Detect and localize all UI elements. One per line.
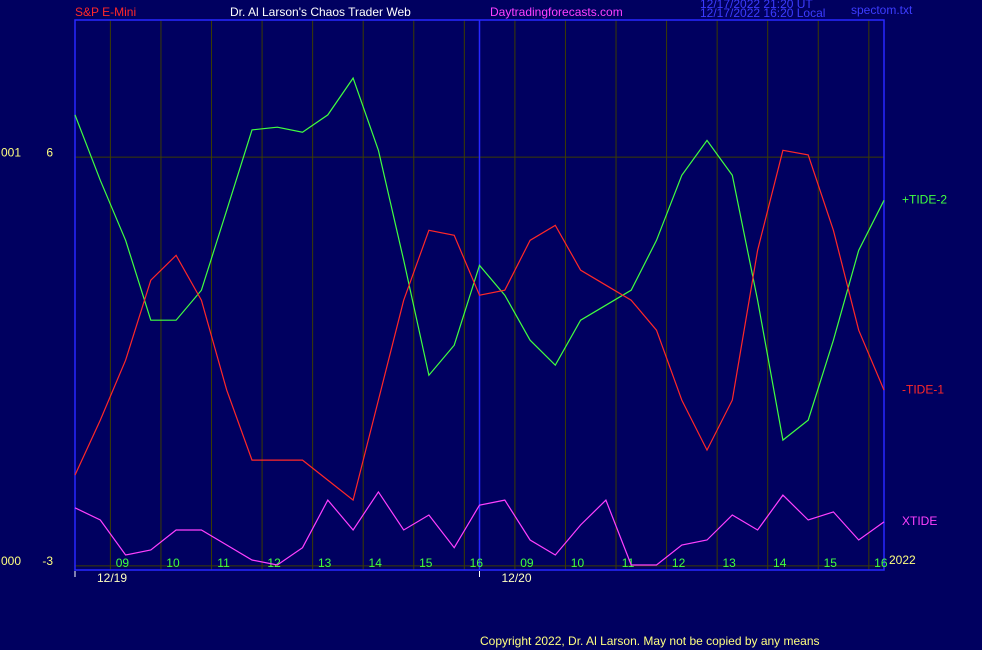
x-tick-labels: 09 10 11 12 13 14 15 16 09 10 11 12 13 14 15 16 bbox=[116, 556, 888, 570]
y-side-label: 001 bbox=[1, 145, 21, 159]
x-tick-label: 15 bbox=[419, 556, 433, 570]
x-tick-label: 15 bbox=[824, 556, 838, 570]
y-side-label: 000 bbox=[1, 554, 21, 568]
x-tick-label: 14 bbox=[773, 556, 787, 570]
time-local: 12/17/2022 16:20 Local bbox=[700, 6, 825, 20]
x-tick-label: 09 bbox=[116, 556, 130, 570]
date-label: 12/19 bbox=[97, 571, 127, 585]
x-tick-label: 11 bbox=[622, 556, 635, 570]
series-label: -TIDE-1 bbox=[902, 382, 944, 396]
file-name: spectom.txt bbox=[851, 3, 913, 17]
site-title: Dr. Al Larson's Chaos Trader Web bbox=[230, 5, 411, 19]
series-label: XTIDE bbox=[902, 514, 937, 528]
site-url: Daytradingforecasts.com bbox=[490, 5, 623, 19]
instrument: S&P E-Mini bbox=[75, 5, 136, 19]
x-tick-label: 16 bbox=[470, 556, 484, 570]
date-label: 12/20 bbox=[502, 571, 532, 585]
series-line bbox=[74, 76, 885, 442]
time-ut: 12/17/2022 21:20 UT bbox=[700, 0, 813, 11]
series-line bbox=[74, 490, 885, 566]
x-tick-label: 11 bbox=[217, 556, 230, 570]
x-tick-label: 12 bbox=[672, 556, 686, 570]
y-tick-label: -3 bbox=[42, 554, 53, 568]
x-tick-label: 09 bbox=[520, 556, 534, 570]
copyright: Copyright 2022, Dr. Al Larson. May not b… bbox=[480, 634, 820, 648]
y-tick-label: 6 bbox=[46, 145, 53, 159]
x-tick-label: 10 bbox=[166, 556, 180, 570]
x-tick-label: 10 bbox=[571, 556, 585, 570]
x-tick-label: 16 bbox=[874, 556, 888, 570]
series-label: +TIDE-2 bbox=[902, 192, 947, 206]
x-tick-label: 13 bbox=[318, 556, 332, 570]
x-tick-label: 14 bbox=[369, 556, 383, 570]
year-label: 2022 bbox=[889, 553, 916, 567]
x-tick-label: 13 bbox=[722, 556, 736, 570]
x-tick-label: 12 bbox=[267, 556, 281, 570]
series-line bbox=[74, 149, 885, 502]
